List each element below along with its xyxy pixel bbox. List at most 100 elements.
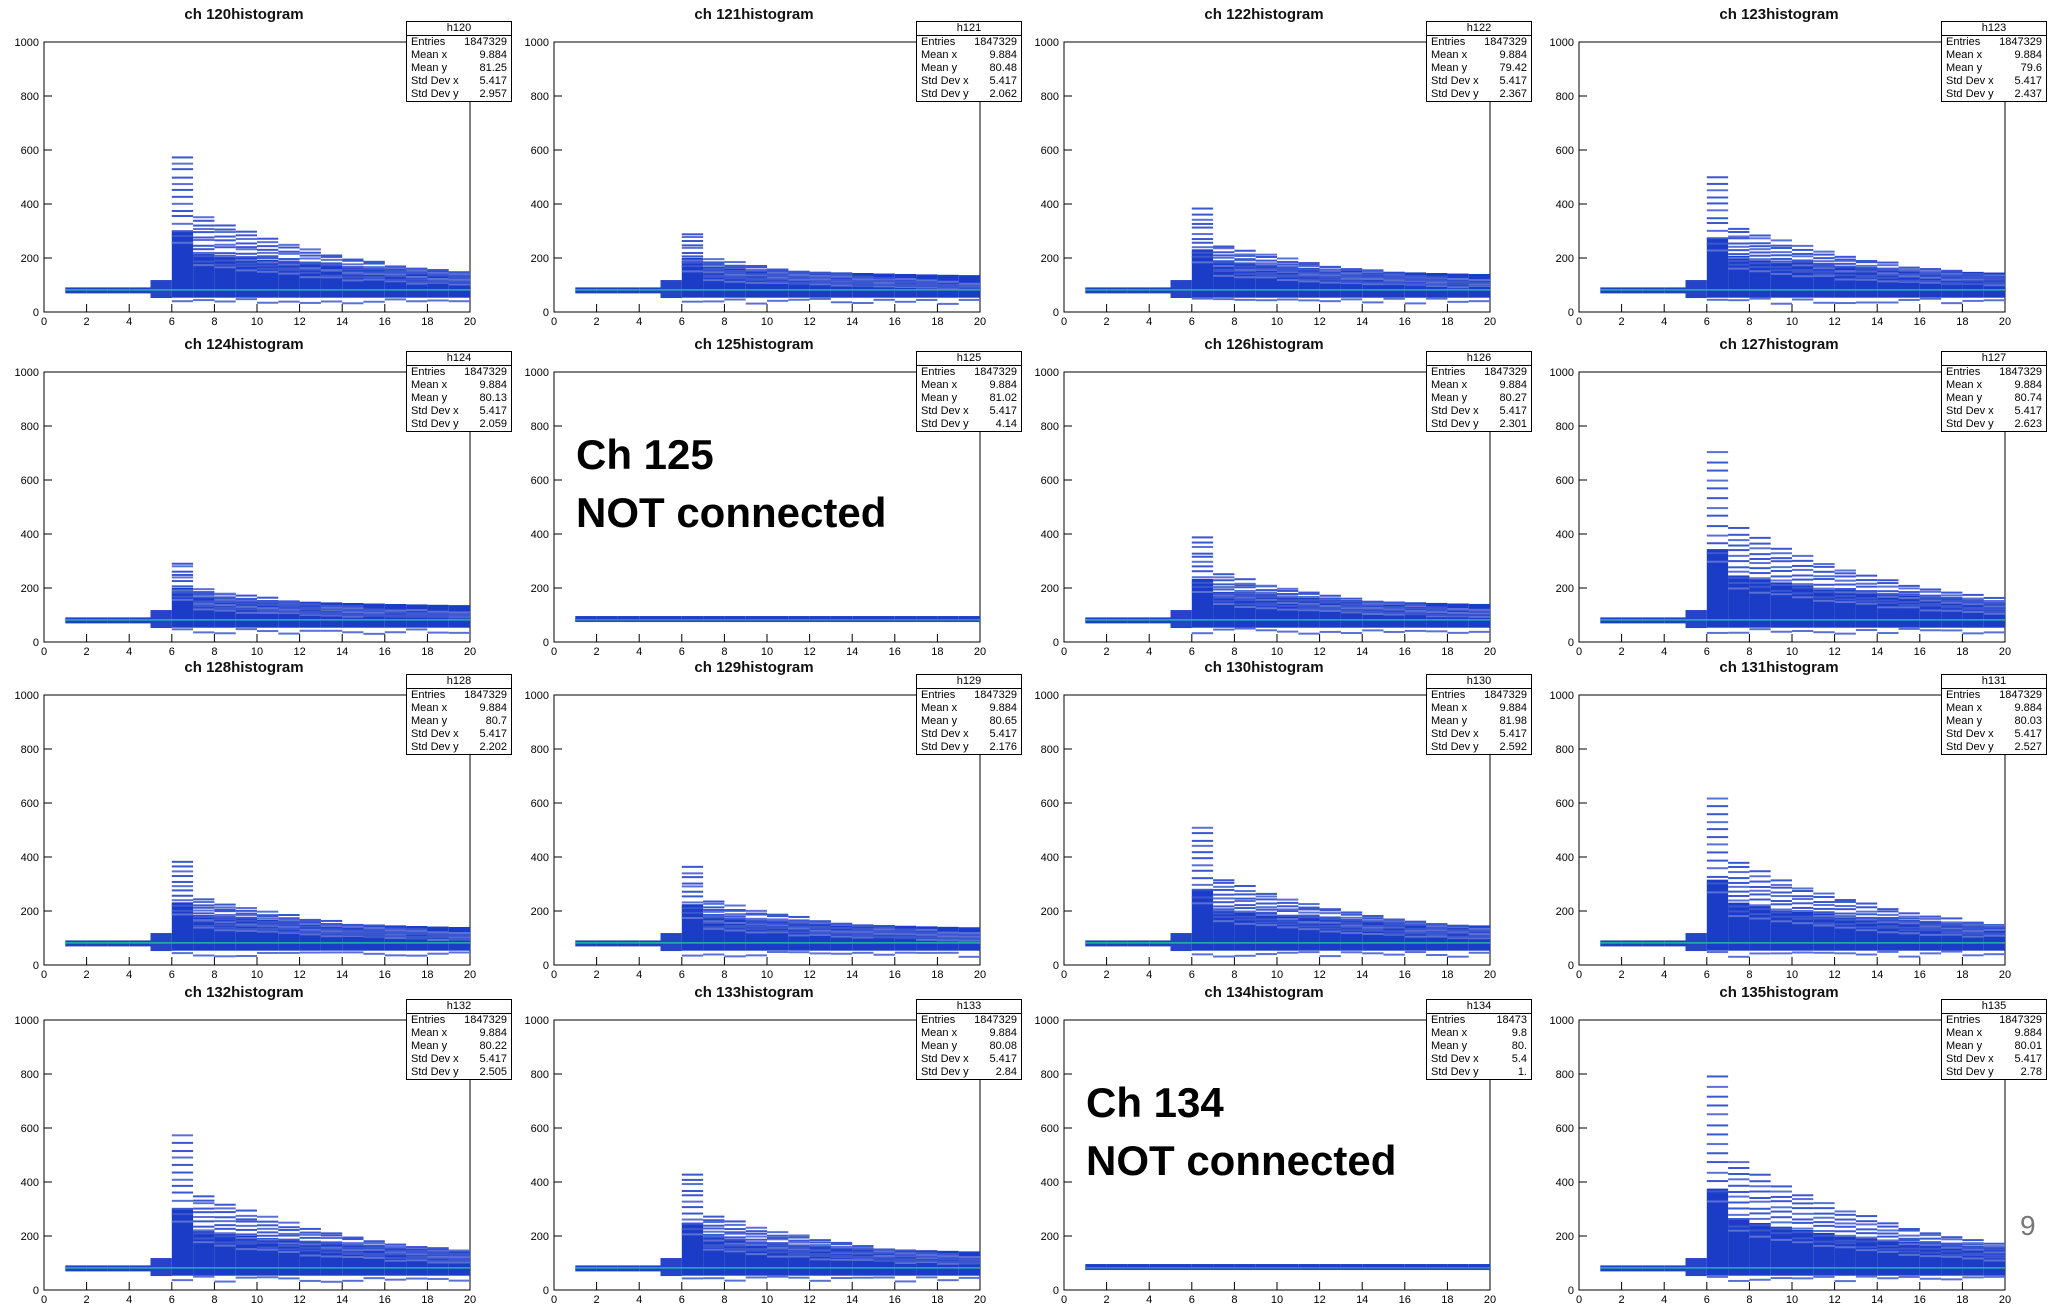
- histogram-bin: [150, 280, 172, 299]
- histogram-bin: [1749, 237, 1771, 240]
- x-tick-label: 4: [1146, 646, 1152, 658]
- histogram-bin: [171, 880, 194, 883]
- histogram-bin: [448, 611, 470, 614]
- histogram-bin: [830, 930, 853, 933]
- stats-label: Std Dev x: [1946, 1053, 1994, 1065]
- histogram-bin: [1340, 272, 1363, 275]
- histogram-bin: [767, 923, 789, 926]
- histogram-bin: [724, 955, 746, 958]
- histogram-bin: [1770, 251, 1792, 254]
- histogram-bin: [1234, 265, 1256, 268]
- histogram-bin: [1362, 629, 1384, 632]
- stats-value: 80.03: [2014, 715, 2042, 727]
- stats-value: 9.884: [1499, 49, 1527, 61]
- histogram-bin: [1234, 270, 1256, 273]
- histogram-bin: [427, 270, 449, 298]
- x-tick-label: 8: [1231, 646, 1237, 658]
- histogram-bin: [745, 1244, 767, 1247]
- histogram-bins: [575, 1173, 980, 1283]
- histogram-bin: [873, 1254, 895, 1257]
- histogram-bin: [257, 1231, 279, 1234]
- histogram-bin: [342, 923, 364, 926]
- histogram-bin: [1340, 632, 1363, 635]
- histogram-bin: [1728, 231, 1750, 234]
- y-tick-label: 200: [21, 253, 39, 265]
- x-tick-label: 4: [636, 1294, 642, 1306]
- histogram-bin: [1983, 299, 2005, 302]
- histogram-bin: [1191, 896, 1214, 899]
- histogram-bin: [320, 1232, 343, 1235]
- histogram-bin: [916, 933, 938, 936]
- histogram-bins: [1085, 1264, 1490, 1271]
- histogram-bin: [214, 929, 236, 932]
- histogram-bin: [745, 277, 767, 280]
- histogram-bin: [1749, 1180, 1771, 1183]
- histogram-bin: [1792, 917, 1814, 920]
- stats-label: Mean y: [1946, 392, 1983, 404]
- histogram-bin: [1941, 1238, 1963, 1241]
- histogram-bin: [1362, 929, 1384, 932]
- histogram-bin: [1728, 587, 1750, 590]
- stats-row: Entries 1847329: [407, 366, 511, 379]
- histogram-bin: [1855, 916, 1878, 919]
- x-tick-label: 10: [251, 316, 263, 328]
- histogram-bin: [1404, 282, 1427, 285]
- histogram-bin: [1706, 525, 1729, 528]
- stats-label: Mean x: [1431, 702, 1468, 714]
- histogram-bin: [171, 209, 194, 212]
- stats-hist-name: h133: [917, 1000, 1021, 1014]
- histogram-bin: [1919, 1237, 1942, 1240]
- histogram-bin: [193, 228, 215, 231]
- histogram-bin: [171, 1134, 194, 1137]
- histogram-bin: [214, 609, 236, 612]
- stats-row: Std Dev y 2.367: [1427, 88, 1531, 101]
- histogram-panel: 0 200 400 600 800 1000 0 2 4 6 8 10 12 14 16 18 20 ch 123…: [1535, 6, 2047, 330]
- histogram-bin: [1447, 932, 1469, 935]
- histogram-bin: [1362, 608, 1384, 611]
- stats-row: Std Dev y 2.505: [407, 1066, 511, 1079]
- histogram-bin: [1877, 921, 1899, 924]
- histogram-bin: [171, 241, 194, 244]
- histogram-bin: [1983, 277, 2005, 280]
- histogram-bin: [830, 952, 853, 955]
- histogram-bin: [257, 930, 279, 933]
- histogram-bin: [257, 608, 279, 611]
- histogram-bin: [193, 898, 215, 901]
- histogram-bin: [1962, 593, 1984, 596]
- histogram-bin: [873, 935, 895, 938]
- histogram-bin: [1962, 925, 1984, 928]
- histogram-bin: [1447, 300, 1469, 303]
- not-connected-note: Ch 134 NOT connected: [1086, 1074, 1396, 1190]
- histogram-bin: [384, 1278, 407, 1281]
- stats-hist-name: h132: [407, 1000, 511, 1014]
- y-tick-label: 400: [1556, 1177, 1574, 1189]
- histogram-bin: [448, 612, 470, 615]
- histogram-bin: [1255, 924, 1277, 927]
- histogram-bin: [1792, 574, 1814, 577]
- histogram-bin: [320, 608, 343, 611]
- histogram-bin: [830, 1246, 853, 1276]
- y-tick-label: 800: [21, 91, 39, 103]
- histogram-bin: [916, 951, 938, 954]
- histogram-bin: [894, 1252, 917, 1255]
- histogram-bin: [1919, 915, 1942, 918]
- histogram-bin: [873, 618, 895, 622]
- histogram-bin: [830, 935, 853, 938]
- histogram-bin: [767, 1244, 789, 1247]
- histogram-bin: [958, 286, 980, 289]
- histogram-bin: [1941, 609, 1963, 612]
- stats-label: Std Dev y: [1431, 88, 1479, 100]
- histogram-bin: [1834, 952, 1856, 955]
- histogram-bin: [1277, 908, 1299, 911]
- histogram-bin: [1404, 274, 1427, 277]
- y-tick-label: 400: [1041, 529, 1059, 541]
- histogram-bin: [1213, 915, 1235, 918]
- x-tick-label: 4: [126, 1294, 132, 1306]
- x-tick-label: 12: [293, 316, 305, 328]
- stats-label: Std Dev x: [1431, 728, 1479, 740]
- histogram-bin: [1383, 280, 1405, 283]
- histogram-bin: [193, 1202, 215, 1205]
- histogram-bin: [299, 602, 321, 605]
- histogram-bin: [363, 930, 385, 933]
- x-tick-label: 10: [1271, 646, 1283, 658]
